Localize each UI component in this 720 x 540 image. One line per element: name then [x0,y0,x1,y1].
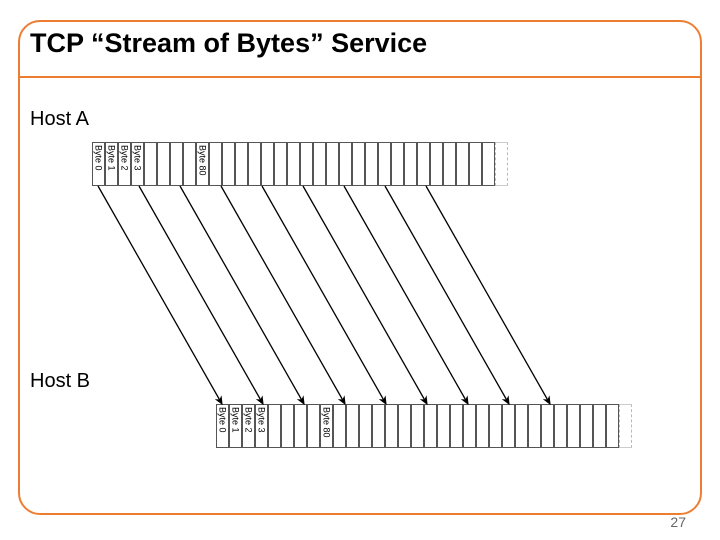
byte-cell: Byte 1 [105,142,118,186]
byte-label: Byte 2 [120,145,130,171]
byte-cell [443,142,456,186]
byte-cell [567,404,580,448]
byte-cell [528,404,541,448]
host-a-label: Host A [30,108,89,131]
host-b-label: Host B [30,370,90,393]
byte-cell [411,404,424,448]
byte-cell [391,142,404,186]
byte-cell [430,142,443,186]
byte-label: Byte 0 [218,407,228,433]
byte-cell [294,404,307,448]
byte-cell: Byte 2 [242,404,255,448]
byte-cell-ellipsis [495,142,508,186]
byte-cell [359,404,372,448]
byte-cell [398,404,411,448]
byte-cell [170,142,183,186]
byte-cell [502,404,515,448]
byte-label: Byte 80 [198,145,208,176]
byte-label: Byte 3 [257,407,267,433]
byte-cell [222,142,235,186]
byte-cell [463,404,476,448]
host-b-byte-stream: Byte 0Byte 1Byte 2Byte 3 Byte 80 [216,404,632,448]
byte-cell [157,142,170,186]
byte-cell [476,404,489,448]
byte-cell: Byte 0 [92,142,105,186]
page-number: 27 [670,514,686,530]
byte-cell [378,142,391,186]
byte-cell [456,142,469,186]
byte-cell [346,404,359,448]
byte-cell: Byte 1 [229,404,242,448]
byte-cell-ellipsis [619,404,632,448]
byte-cell [183,142,196,186]
byte-cell [450,404,463,448]
byte-cell [144,142,157,186]
byte-cell [300,142,313,186]
byte-cell [274,142,287,186]
slide: TCP “Stream of Bytes” Service Host A Byt… [0,0,720,540]
byte-cell [287,142,300,186]
byte-cell [235,142,248,186]
byte-cell [372,404,385,448]
byte-cell: Byte 3 [131,142,144,186]
byte-cell [424,404,437,448]
byte-cell [606,404,619,448]
byte-cell [248,142,261,186]
byte-cell [515,404,528,448]
byte-cell: Byte 3 [255,404,268,448]
byte-cell: Byte 2 [118,142,131,186]
byte-cell [541,404,554,448]
byte-cell [593,404,606,448]
slide-title: TCP “Stream of Bytes” Service [30,28,427,59]
byte-label: Byte 0 [94,145,104,171]
byte-cell: Byte 0 [216,404,229,448]
byte-label: Byte 1 [107,145,117,171]
byte-cell [333,404,346,448]
byte-cell [437,404,450,448]
byte-cell [554,404,567,448]
byte-cell [313,142,326,186]
byte-cell: Byte 80 [196,142,209,186]
title-divider [19,76,701,78]
byte-cell [482,142,495,186]
byte-cell [352,142,365,186]
byte-cell [307,404,320,448]
byte-cell [261,142,274,186]
byte-cell [385,404,398,448]
byte-cell [489,404,502,448]
byte-cell [417,142,430,186]
byte-cell [268,404,281,448]
byte-label: Byte 3 [133,145,143,171]
byte-cell [469,142,482,186]
host-a-byte-stream: Byte 0Byte 1Byte 2Byte 3 Byte 80 [92,142,508,186]
byte-cell [209,142,222,186]
byte-cell [404,142,417,186]
byte-label: Byte 2 [244,407,254,433]
byte-label: Byte 80 [322,407,332,438]
byte-cell [580,404,593,448]
byte-cell [339,142,352,186]
byte-cell [365,142,378,186]
byte-cell [326,142,339,186]
byte-label: Byte 1 [231,407,241,433]
byte-cell: Byte 80 [320,404,333,448]
byte-cell [281,404,294,448]
